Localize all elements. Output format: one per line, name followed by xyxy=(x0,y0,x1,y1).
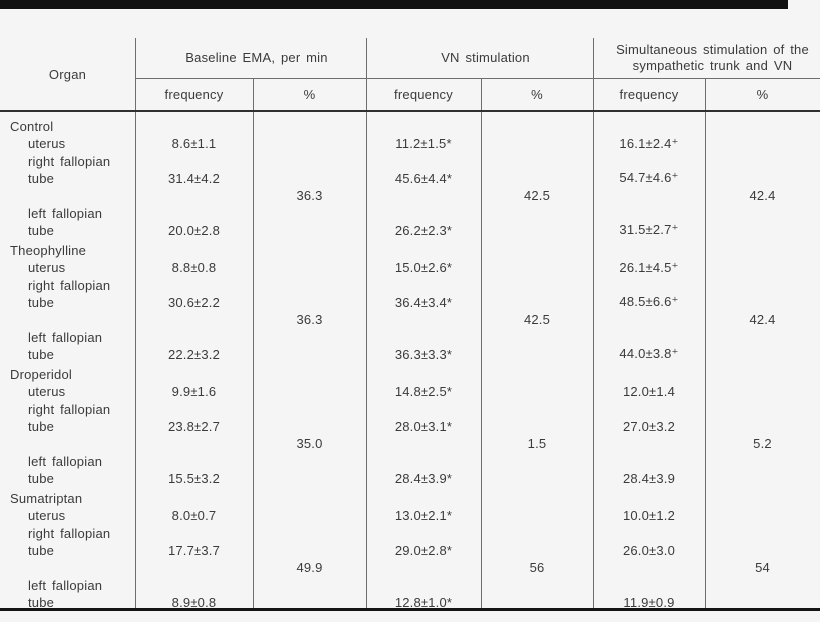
column-divider xyxy=(135,38,136,608)
drug-group-control: Control uterus 8.6±1.1 11.2±1.5* 16.1±2.… xyxy=(0,118,820,239)
subheader-baseline-percent: % xyxy=(303,86,316,102)
value-simult-left-tube: 28.4±3.9 xyxy=(622,470,676,486)
percent-vn: 1.5 xyxy=(527,436,547,452)
row-label-tube: tube xyxy=(28,294,55,310)
subheader-simult-frequency: frequency xyxy=(619,86,679,102)
value-simult-uterus: 10.0±1.2 xyxy=(622,508,676,524)
column-divider xyxy=(481,78,482,608)
value-vn-left-tube: 26.2±2.3* xyxy=(394,222,453,238)
row-label-tube: tube xyxy=(28,418,55,434)
row-label-right-fallopian: right fallopian xyxy=(28,277,111,293)
row-label-right-fallopian: right fallopian xyxy=(28,525,111,541)
value-vn-uterus: 13.0±2.1* xyxy=(394,508,453,524)
value-simult-uterus: 16.1±2.4⁺ xyxy=(619,135,679,151)
table-bottom-rule xyxy=(0,608,820,611)
value-vn-left-tube: 28.4±3.9* xyxy=(394,470,453,486)
value-simult-left-tube: 44.0±3.8⁺ xyxy=(619,346,679,362)
value-baseline-uterus: 8.0±0.7 xyxy=(171,508,217,524)
value-vn-left-tube: 12.8±1.0* xyxy=(394,594,453,610)
row-label-tube: tube xyxy=(28,542,55,558)
row-label-left-fallopian: left fallopian xyxy=(28,577,103,593)
row-label-uterus: uterus xyxy=(28,136,66,152)
value-baseline-right-tube: 30.6±2.2 xyxy=(167,294,221,310)
column-group-baseline-ema: Baseline EMA, per min xyxy=(185,50,328,65)
drug-group-sumatriptan: Sumatriptan uterus 8.0±0.7 13.0±2.1* 10.… xyxy=(0,490,820,611)
percent-simult: 42.4 xyxy=(749,312,776,328)
row-label-tube: tube xyxy=(28,470,55,486)
value-baseline-uterus: 8.6±1.1 xyxy=(171,136,217,152)
row-label-left-fallopian: left fallopian xyxy=(28,205,103,221)
table-top-rule xyxy=(0,0,788,9)
percent-vn: 42.5 xyxy=(523,188,551,204)
value-baseline-right-tube: 17.7±3.7 xyxy=(167,542,221,558)
value-simult-right-tube: 54.7±4.6⁺ xyxy=(619,170,679,186)
row-label-tube: tube xyxy=(28,346,55,362)
row-label-uterus: uterus xyxy=(28,384,66,400)
value-simult-right-tube: 48.5±6.6⁺ xyxy=(619,294,679,310)
column-divider xyxy=(593,38,594,608)
row-label-left-fallopian: left fallopian xyxy=(28,453,103,469)
subheader-vn-percent: % xyxy=(531,86,543,102)
percent-vn: 56 xyxy=(529,560,545,576)
row-label-uterus: uterus xyxy=(28,508,66,524)
value-baseline-uterus: 8.8±0.8 xyxy=(171,260,217,276)
row-label-uterus: uterus xyxy=(28,260,66,276)
value-baseline-left-tube: 8.9±0.8 xyxy=(171,594,217,610)
value-simult-right-tube: 26.0±3.0 xyxy=(622,542,676,558)
column-header-organ: Organ xyxy=(48,66,87,82)
value-vn-right-tube: 45.6±4.4* xyxy=(394,170,453,186)
value-baseline-right-tube: 31.4±4.2 xyxy=(167,170,221,186)
column-divider xyxy=(253,78,254,608)
value-vn-uterus: 14.8±2.5* xyxy=(394,384,453,400)
group-name: Sumatriptan xyxy=(10,491,83,507)
row-label-right-fallopian: right fallopian xyxy=(28,401,111,417)
row-label-tube: tube xyxy=(28,594,55,610)
column-group-simultaneous-stimulation: Simultaneous stimulation of the sympathe… xyxy=(616,42,809,73)
value-vn-uterus: 11.2±1.5* xyxy=(395,136,452,152)
value-simult-uterus: 12.0±1.4 xyxy=(622,384,676,400)
percent-simult: 5.2 xyxy=(753,436,772,452)
percent-vn: 42.5 xyxy=(523,312,551,328)
percent-baseline: 35.0 xyxy=(296,436,323,452)
subheader-baseline-frequency: frequency xyxy=(164,86,224,102)
subheader-divider xyxy=(135,78,820,79)
group-name: Control xyxy=(10,119,54,135)
value-vn-right-tube: 29.0±2.8* xyxy=(394,542,453,558)
value-baseline-uterus: 9.9±1.6 xyxy=(171,384,217,400)
value-baseline-left-tube: 22.2±3.2 xyxy=(167,346,221,362)
value-baseline-left-tube: 20.0±2.8 xyxy=(167,222,221,238)
drug-group-droperidol: Droperidol uterus 9.9±1.6 14.8±2.5* 12.0… xyxy=(0,366,820,487)
column-group-vn-stimulation: VN stimulation xyxy=(441,50,530,65)
value-vn-uterus: 15.0±2.6* xyxy=(394,260,453,276)
percent-simult: 42.4 xyxy=(749,188,776,204)
column-divider xyxy=(366,38,367,608)
drug-group-theophylline: Theophylline uterus 8.8±0.8 15.0±2.6* 26… xyxy=(0,242,820,363)
value-vn-right-tube: 36.4±3.4* xyxy=(394,294,453,310)
group-name: Theophylline xyxy=(10,243,87,259)
value-simult-uterus: 26.1±4.5⁺ xyxy=(619,259,679,275)
value-simult-left-tube: 11.9±0.9 xyxy=(623,594,675,610)
value-vn-right-tube: 28.0±3.1* xyxy=(394,418,453,434)
value-baseline-right-tube: 23.8±2.7 xyxy=(167,418,221,434)
percent-simult: 54 xyxy=(755,560,770,576)
subheader-simult-percent: % xyxy=(756,86,769,102)
row-label-tube: tube xyxy=(28,170,55,186)
header-bottom-rule xyxy=(0,110,820,112)
value-simult-left-tube: 31.5±2.7⁺ xyxy=(619,222,679,238)
value-vn-left-tube: 36.3±3.3* xyxy=(394,346,453,362)
percent-baseline: 36.3 xyxy=(296,188,323,204)
value-baseline-left-tube: 15.5±3.2 xyxy=(167,470,221,486)
row-label-right-fallopian: right fallopian xyxy=(28,153,111,169)
subheader-vn-frequency: frequency xyxy=(394,86,453,102)
group-name: Droperidol xyxy=(10,367,72,383)
percent-baseline: 36.3 xyxy=(296,312,323,328)
percent-baseline: 49.9 xyxy=(296,560,323,576)
row-label-tube: tube xyxy=(28,222,55,238)
value-simult-right-tube: 27.0±3.2 xyxy=(622,418,676,434)
row-label-left-fallopian: left fallopian xyxy=(28,329,103,345)
column-divider xyxy=(705,78,706,608)
